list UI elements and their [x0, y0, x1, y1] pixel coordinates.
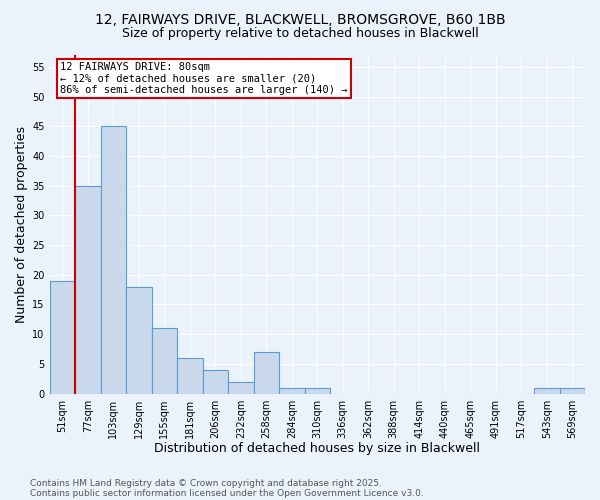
Bar	[279, 388, 305, 394]
Y-axis label: Number of detached properties: Number of detached properties	[15, 126, 28, 323]
Bar	[50, 280, 75, 394]
Bar	[152, 328, 177, 394]
Bar	[177, 358, 203, 394]
Bar	[534, 388, 560, 394]
Bar	[228, 382, 254, 394]
Bar	[560, 388, 585, 394]
Bar	[203, 370, 228, 394]
Text: Size of property relative to detached houses in Blackwell: Size of property relative to detached ho…	[122, 28, 478, 40]
Bar	[254, 352, 279, 394]
Bar	[126, 286, 152, 394]
Text: Contains public sector information licensed under the Open Government Licence v3: Contains public sector information licen…	[30, 488, 424, 498]
Text: Contains HM Land Registry data © Crown copyright and database right 2025.: Contains HM Land Registry data © Crown c…	[30, 478, 382, 488]
Bar	[75, 186, 101, 394]
Text: 12 FAIRWAYS DRIVE: 80sqm
← 12% of detached houses are smaller (20)
86% of semi-d: 12 FAIRWAYS DRIVE: 80sqm ← 12% of detach…	[60, 62, 348, 95]
Bar	[305, 388, 330, 394]
Text: 12, FAIRWAYS DRIVE, BLACKWELL, BROMSGROVE, B60 1BB: 12, FAIRWAYS DRIVE, BLACKWELL, BROMSGROV…	[95, 12, 505, 26]
Bar	[101, 126, 126, 394]
X-axis label: Distribution of detached houses by size in Blackwell: Distribution of detached houses by size …	[154, 442, 480, 455]
